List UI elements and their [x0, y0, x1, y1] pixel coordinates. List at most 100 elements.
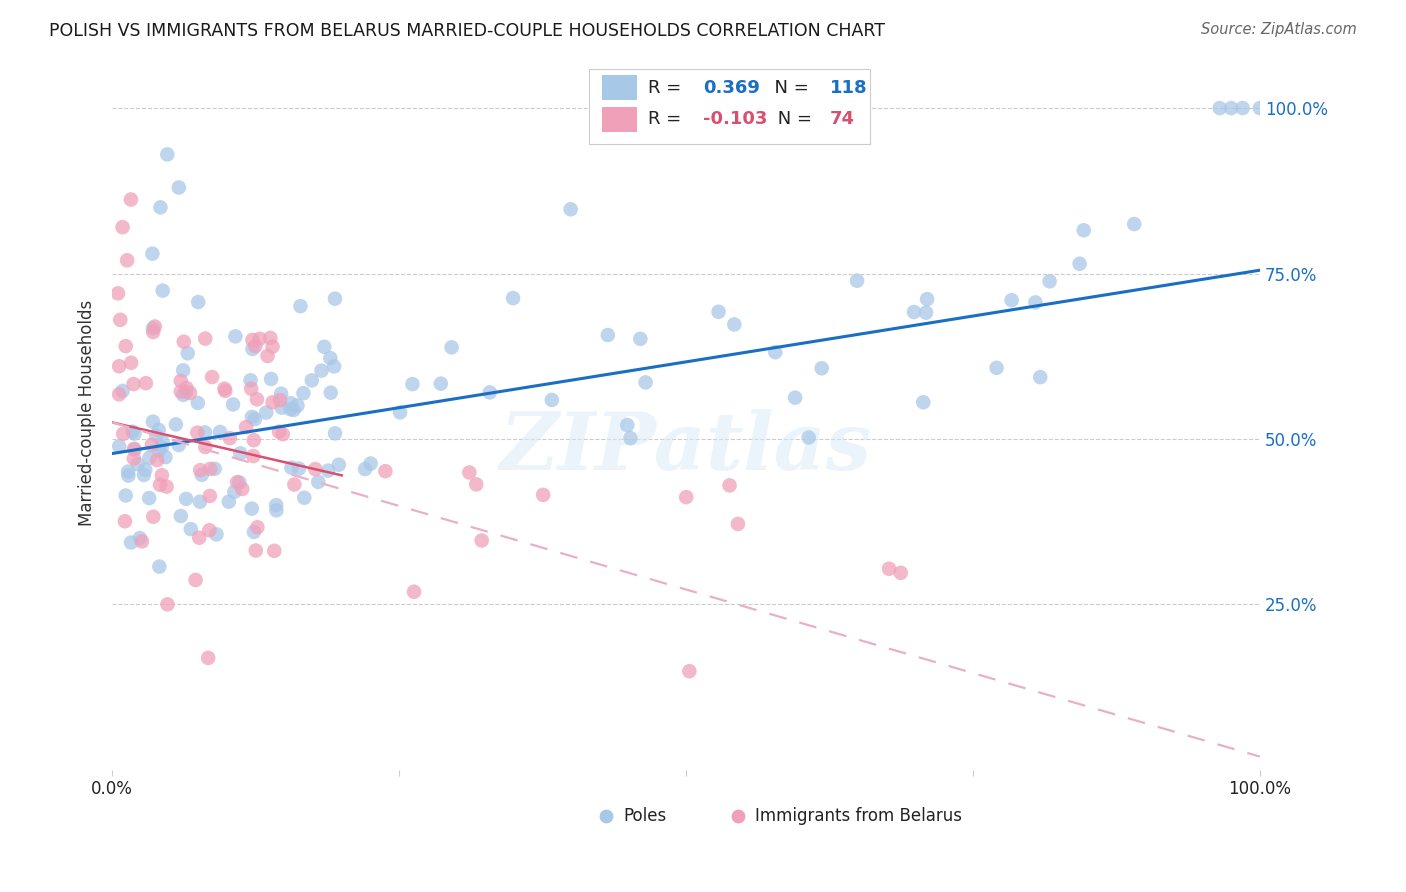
Point: [122, 377, 145, 392]
Point: [114, 514, 136, 528]
Text: 74: 74: [830, 110, 855, 128]
Point: [323, 426, 346, 441]
Text: R =: R =: [648, 78, 688, 96]
Point: [131, 534, 153, 549]
Point: [727, 805, 749, 820]
Point: [292, 491, 315, 505]
Point: [360, 457, 382, 471]
Point: [628, 332, 651, 346]
Point: [283, 477, 305, 491]
Point: [174, 491, 197, 506]
Point: [465, 477, 488, 491]
Point: [228, 475, 250, 490]
Point: [120, 193, 142, 207]
Point: [142, 509, 165, 524]
Point: [179, 386, 201, 401]
Point: [458, 466, 481, 480]
Point: [222, 397, 245, 411]
Point: [120, 535, 142, 549]
Point: [280, 460, 302, 475]
Text: ZIPatlas: ZIPatlas: [501, 409, 872, 487]
Point: [269, 425, 291, 439]
Point: [226, 475, 249, 490]
Point: [301, 373, 323, 387]
Point: [141, 438, 163, 452]
Point: [124, 442, 146, 457]
Point: [319, 385, 342, 400]
Point: [440, 340, 463, 354]
Point: [1249, 101, 1271, 115]
Text: Immigrants from Belarus: Immigrants from Belarus: [755, 807, 962, 825]
Point: [197, 651, 219, 665]
Point: [170, 509, 193, 524]
Point: [218, 431, 240, 445]
Point: [246, 520, 269, 534]
Point: [152, 284, 174, 298]
Point: [288, 461, 311, 475]
Point: [127, 457, 149, 471]
Text: N =: N =: [763, 78, 814, 96]
Point: [240, 409, 263, 424]
Point: [354, 462, 377, 476]
Point: [1220, 101, 1243, 115]
Point: [143, 319, 166, 334]
Point: [304, 462, 326, 476]
Y-axis label: Married-couple Households: Married-couple Households: [79, 300, 96, 525]
Point: [531, 488, 554, 502]
Point: [117, 465, 139, 479]
Point: [264, 498, 287, 512]
Point: [173, 334, 195, 349]
Point: [198, 523, 221, 537]
Point: [1073, 223, 1095, 237]
Point: [214, 382, 236, 396]
Point: [1001, 293, 1024, 308]
Point: [560, 202, 582, 217]
Point: [138, 450, 160, 465]
Point: [115, 253, 138, 268]
Point: [723, 318, 745, 332]
Point: [634, 376, 657, 390]
Point: [167, 438, 190, 452]
Text: -0.103: -0.103: [703, 110, 768, 128]
Point: [430, 376, 453, 391]
Point: [145, 428, 167, 442]
Point: [240, 382, 263, 396]
Point: [198, 489, 221, 503]
Point: [200, 462, 222, 476]
Point: [262, 395, 284, 409]
Point: [146, 453, 169, 467]
Point: [323, 359, 346, 374]
Point: [184, 573, 207, 587]
Point: [763, 345, 786, 359]
Point: [243, 524, 266, 539]
Point: [152, 434, 174, 449]
Point: [292, 386, 315, 401]
Point: [915, 292, 938, 306]
Point: [290, 299, 312, 313]
Point: [112, 426, 135, 441]
Point: [141, 246, 163, 260]
Point: [191, 467, 214, 482]
Point: [595, 805, 617, 820]
Point: [242, 333, 264, 347]
Point: [188, 531, 211, 545]
Point: [156, 147, 179, 161]
Point: [402, 584, 425, 599]
Point: [142, 325, 165, 339]
Point: [150, 440, 173, 454]
Point: [401, 377, 423, 392]
Point: [224, 329, 246, 343]
Point: [846, 274, 869, 288]
Point: [120, 356, 142, 370]
Point: [287, 399, 309, 413]
Point: [167, 180, 190, 194]
Point: [280, 402, 302, 417]
Point: [249, 332, 271, 346]
Point: [259, 331, 281, 345]
Point: [1029, 370, 1052, 384]
Point: [877, 562, 900, 576]
Point: [269, 393, 291, 408]
Point: [170, 384, 193, 399]
Point: [245, 543, 267, 558]
Point: [114, 339, 136, 353]
